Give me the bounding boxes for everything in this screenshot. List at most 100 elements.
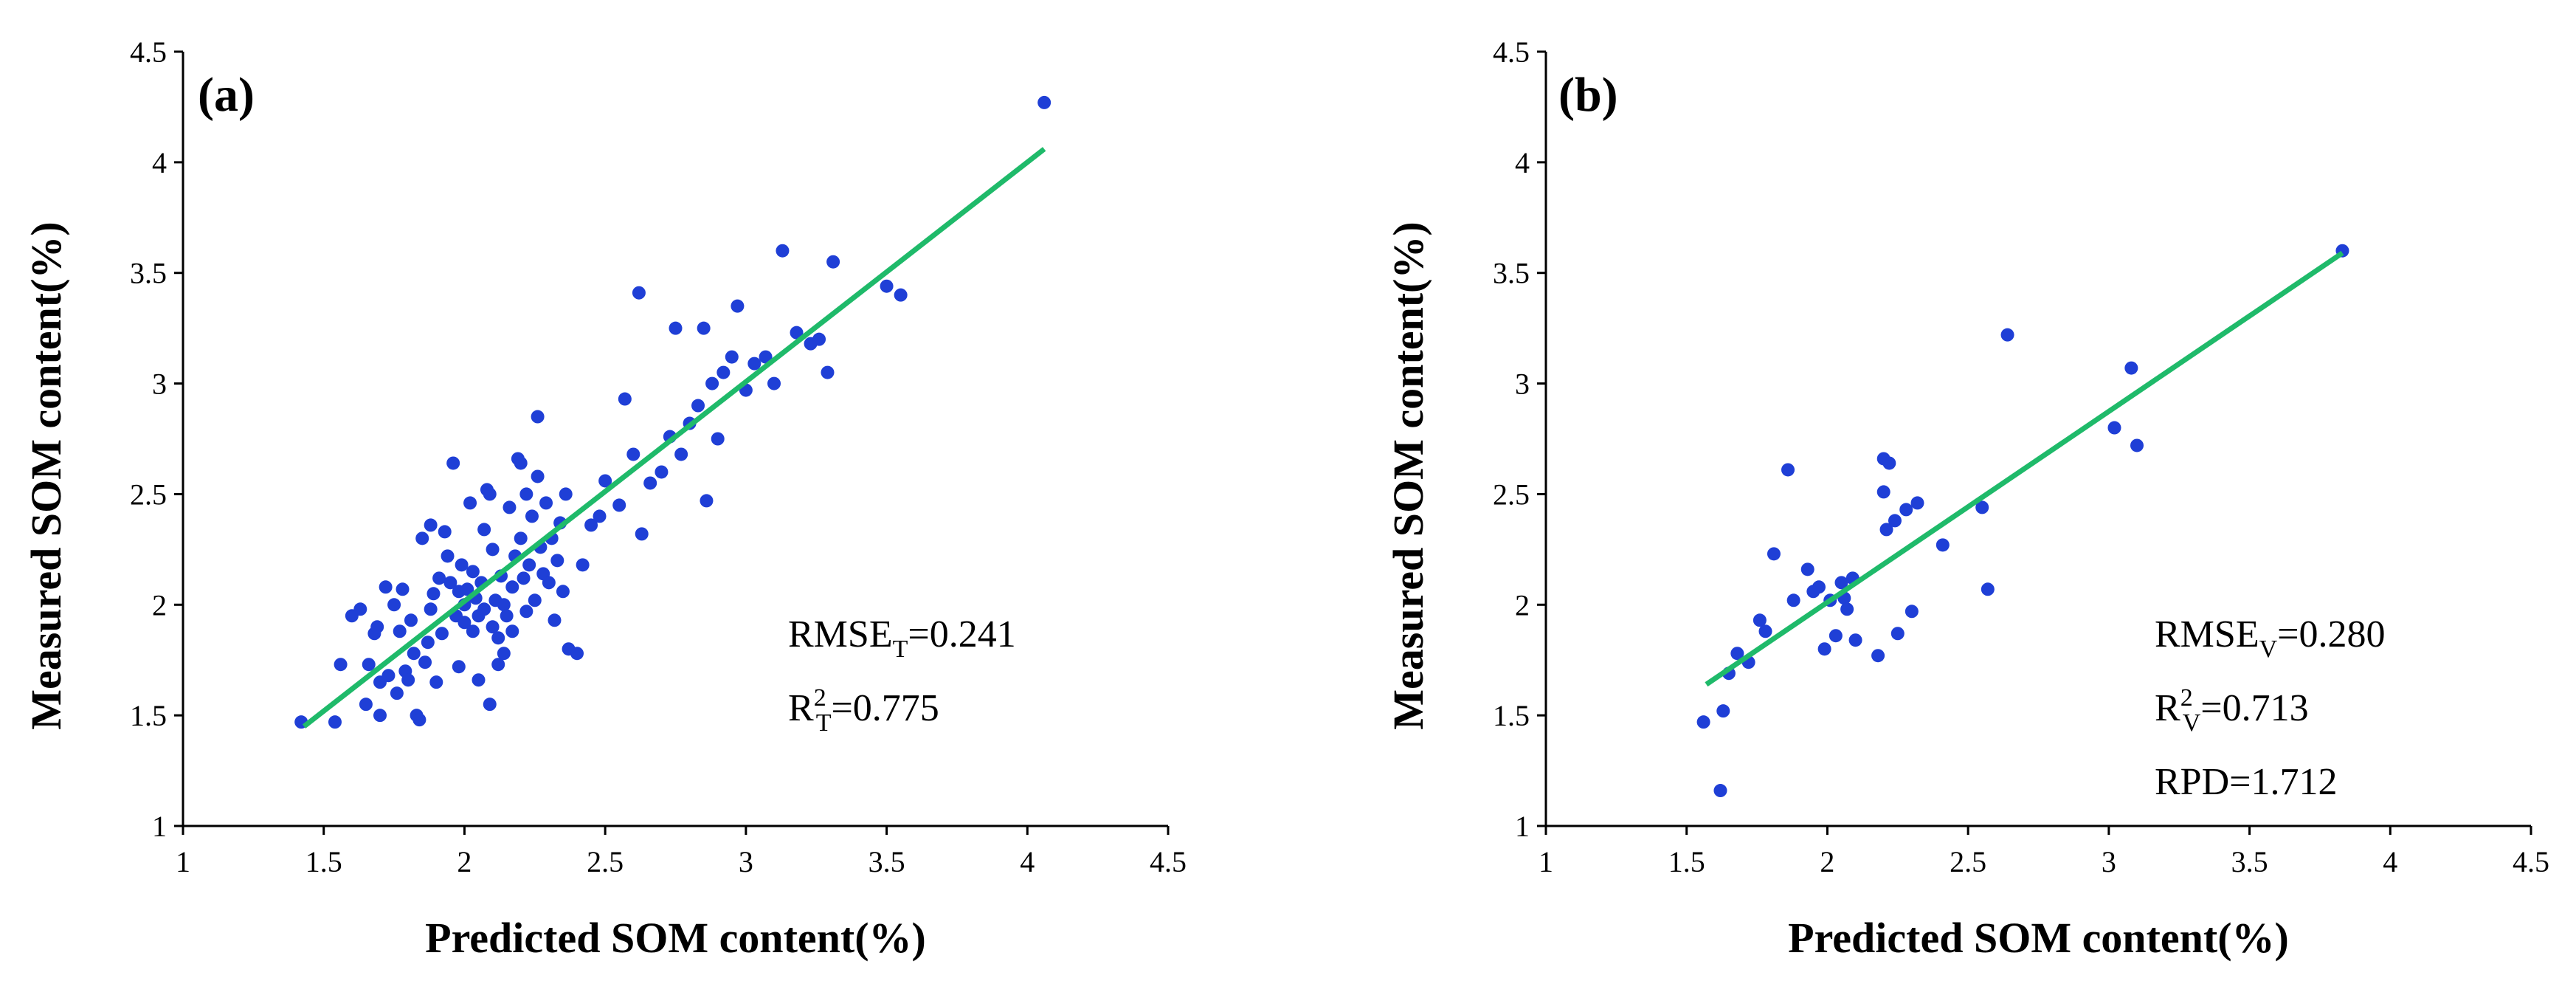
- data-point: [483, 487, 497, 501]
- data-point: [435, 627, 449, 641]
- stat-annotation: R2 T=0.775: [788, 684, 939, 737]
- data-point: [370, 620, 384, 634]
- x-axis-title: Predicted SOM content(%): [425, 914, 926, 962]
- y-tick-label: 2.5: [1493, 478, 1530, 511]
- x-tick-label: 2: [1820, 845, 1834, 878]
- data-point: [1981, 582, 1995, 596]
- data-point: [418, 655, 432, 669]
- data-point: [618, 392, 632, 406]
- y-tick-label: 4.5: [1493, 35, 1530, 69]
- data-point: [443, 576, 457, 590]
- y-tick-label: 3.5: [1493, 257, 1530, 290]
- data-point: [674, 447, 688, 461]
- data-point: [427, 587, 441, 601]
- data-point: [452, 660, 466, 674]
- data-point: [776, 244, 790, 258]
- data-point: [390, 686, 404, 700]
- data-point: [812, 332, 826, 346]
- y-tick-label: 1.5: [1493, 699, 1530, 732]
- panel-label: (a): [198, 68, 255, 122]
- data-point: [407, 647, 421, 661]
- data-point: [438, 525, 452, 539]
- data-point: [401, 673, 415, 687]
- data-point: [2130, 438, 2144, 452]
- x-tick-label: 3: [739, 845, 753, 878]
- data-point: [486, 543, 500, 557]
- data-point: [1786, 593, 1800, 607]
- data-point: [643, 476, 657, 490]
- panel-label: (b): [1558, 68, 1618, 122]
- data-point: [424, 518, 438, 532]
- data-point: [1871, 649, 1885, 663]
- data-point: [457, 616, 472, 630]
- data-point: [632, 286, 646, 300]
- x-tick-label: 1: [1539, 845, 1553, 878]
- data-point: [2124, 361, 2138, 375]
- x-tick-label: 1.5: [1668, 845, 1705, 878]
- data-point: [548, 613, 562, 627]
- data-point: [1730, 647, 1744, 661]
- x-tick-label: 4.5: [2513, 845, 2549, 878]
- data-point: [626, 447, 640, 461]
- x-tick-label: 1: [176, 845, 190, 878]
- data-point: [1812, 580, 1826, 594]
- data-point: [429, 675, 443, 689]
- data-point: [505, 580, 519, 594]
- data-point: [1696, 715, 1710, 729]
- y-tick-label: 3: [1515, 368, 1530, 401]
- data-point: [1758, 624, 1772, 638]
- x-axis-title: Predicted SOM content(%): [1788, 914, 2289, 962]
- data-point: [517, 571, 531, 585]
- data-point: [731, 299, 745, 313]
- x-tick-label: 4.5: [1150, 845, 1187, 878]
- data-point: [700, 494, 714, 508]
- data-point: [635, 527, 649, 541]
- x-tick-label: 3.5: [869, 845, 905, 878]
- data-point: [362, 658, 376, 672]
- data-point: [446, 456, 460, 470]
- data-point: [705, 376, 719, 390]
- stat-annotation: RMSET=0.241: [788, 613, 1016, 663]
- data-point: [570, 647, 584, 661]
- data-point: [725, 350, 739, 364]
- data-point: [455, 558, 469, 572]
- data-point: [483, 698, 497, 712]
- data-point: [790, 326, 804, 340]
- y-tick-label: 1: [152, 810, 167, 843]
- x-tick-label: 1.5: [305, 845, 342, 878]
- data-point: [525, 509, 539, 523]
- data-point: [2000, 328, 2014, 342]
- data-point: [491, 658, 505, 672]
- data-point: [497, 647, 511, 661]
- data-point: [328, 715, 342, 729]
- data-point: [1848, 633, 1862, 647]
- data-point: [522, 558, 536, 572]
- y-axis-title: Measured SOM content(%): [1384, 221, 1432, 729]
- data-point: [826, 255, 840, 269]
- data-point: [1037, 95, 1052, 109]
- regression-line: [1705, 250, 2344, 687]
- data-point: [379, 580, 393, 594]
- data-point: [381, 669, 396, 683]
- data-point: [497, 598, 511, 612]
- x-tick-label: 4: [1020, 845, 1035, 878]
- x-tick-label: 3.5: [2231, 845, 2268, 878]
- data-point: [598, 474, 612, 488]
- y-tick-label: 4: [152, 146, 167, 179]
- data-point: [1840, 602, 1854, 616]
- data-point: [491, 631, 505, 645]
- data-point: [477, 523, 491, 537]
- data-point: [415, 531, 429, 545]
- data-point: [514, 531, 528, 545]
- data-point: [424, 602, 438, 616]
- data-point: [550, 554, 564, 568]
- data-point: [432, 571, 446, 585]
- data-point: [880, 279, 894, 293]
- data-point: [396, 582, 410, 596]
- data-point: [593, 509, 607, 523]
- data-point: [359, 698, 373, 712]
- data-point: [412, 713, 427, 727]
- data-point: [334, 658, 348, 672]
- data-point: [466, 624, 480, 638]
